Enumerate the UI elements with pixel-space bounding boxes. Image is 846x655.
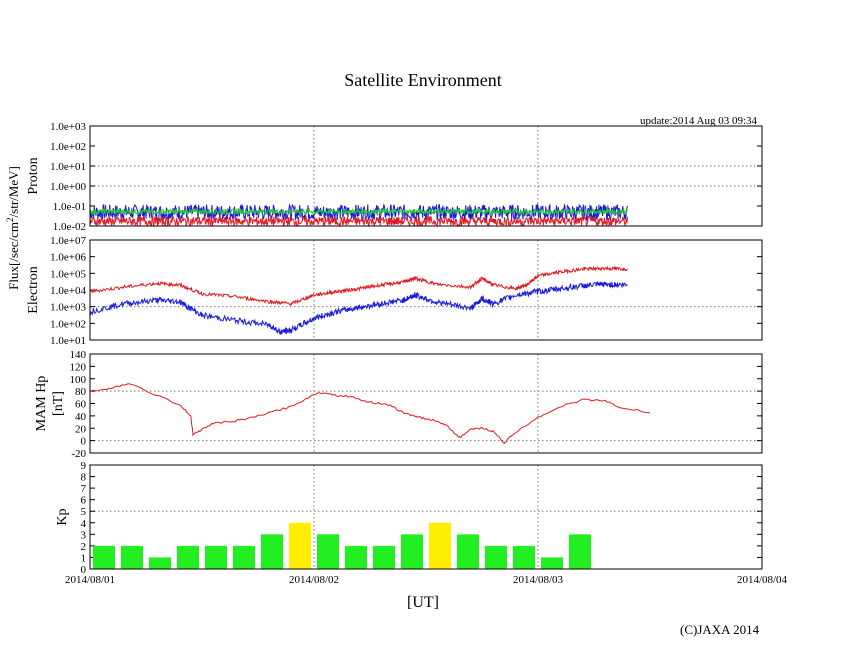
update-timestamp: update:2014 Aug 03 09:34 bbox=[640, 115, 758, 127]
y-tick-label: 9 bbox=[81, 460, 87, 472]
kp-bar bbox=[261, 534, 283, 569]
kp-bar bbox=[513, 545, 535, 569]
y-tick-label: 100 bbox=[70, 374, 87, 386]
y-tick-label: 20 bbox=[75, 423, 87, 435]
y-tick-label: 140 bbox=[70, 349, 87, 361]
series-line-green bbox=[89, 207, 629, 216]
series-line-blue bbox=[89, 280, 628, 335]
panel-frame bbox=[89, 464, 763, 570]
y-tick-label: 1 bbox=[81, 552, 87, 564]
kp-bar bbox=[149, 557, 171, 569]
x-tick-label: 2014/08/01 bbox=[65, 574, 115, 586]
kp-bar bbox=[289, 522, 311, 569]
y-tick-label: 40 bbox=[75, 411, 87, 423]
y-tick-label: 80 bbox=[75, 386, 87, 398]
y-tick-label: 1.0e+07 bbox=[50, 235, 86, 247]
kp-bar bbox=[457, 534, 479, 569]
y-tick-label: 4 bbox=[81, 518, 87, 530]
panel-electron: 1.0e+01 1.0e+02 1.0e+03 1.0e+04 1.0e+05 1.0e+… bbox=[26, 235, 763, 347]
x-tick-label: 2014/08/04 bbox=[737, 574, 788, 586]
kp-bar bbox=[121, 545, 143, 569]
kp-bar bbox=[205, 545, 227, 569]
y-tick-label: 1.0e+04 bbox=[50, 285, 86, 297]
y-axis-label: Kp bbox=[55, 508, 70, 525]
y-tick-label: 0 bbox=[81, 436, 87, 448]
copyright: (C)JAXA 2014 bbox=[680, 622, 760, 637]
series-line-red bbox=[89, 214, 629, 228]
panel-frame bbox=[89, 239, 763, 341]
y-tick-label: 1.0e+02 bbox=[50, 318, 86, 330]
kp-bar bbox=[373, 545, 395, 569]
kp-bar bbox=[93, 545, 115, 569]
x-axis: 2014/08/01 2014/08/02 2014/08/03 2014/08/04 bbox=[65, 574, 788, 586]
x-tick-label: 2014/08/02 bbox=[289, 574, 339, 586]
kp-bar bbox=[429, 522, 451, 569]
flux-axis-label: Flux[/sec/cm2/str/MeV] bbox=[5, 166, 21, 290]
kp-bar bbox=[541, 557, 563, 569]
x-tick-label: 2014/08/03 bbox=[513, 574, 564, 586]
y-tick-label: 8 bbox=[81, 472, 87, 484]
y-tick-label: 1.0e+03 bbox=[50, 302, 86, 314]
y-tick-label: 7 bbox=[81, 483, 87, 495]
kp-bar bbox=[401, 534, 423, 569]
y-tick-label: 5 bbox=[81, 506, 87, 518]
y-tick-label: 1.0e-02 bbox=[53, 221, 86, 233]
kp-bar bbox=[233, 545, 255, 569]
panel-proton: 1.0e-02 1.0e-01 1.0e+00 1.0e+01 1.0e+02 1.0e+… bbox=[26, 121, 763, 233]
kp-bar bbox=[177, 545, 199, 569]
y-tick-label: 1.0e+06 bbox=[50, 252, 86, 264]
y-tick-label: 1.0e+01 bbox=[50, 161, 86, 173]
y-tick-label: 1.0e+03 bbox=[50, 121, 86, 133]
y-axis-label: Electron bbox=[26, 266, 41, 313]
y-axis-label: [nT] bbox=[51, 391, 66, 416]
y-tick-label: 1.0e+05 bbox=[50, 268, 86, 280]
series-line-red bbox=[89, 265, 628, 307]
y-tick-label: 3 bbox=[81, 529, 87, 541]
panel-frame bbox=[89, 353, 763, 454]
y-axis-label: MAM Hp bbox=[34, 376, 49, 432]
y-tick-label: 120 bbox=[70, 361, 87, 373]
y-tick-label: 60 bbox=[75, 399, 87, 411]
y-axis-label: Proton bbox=[26, 157, 41, 194]
y-tick-label: 1.0e+02 bbox=[50, 141, 86, 153]
panel-frame bbox=[89, 125, 763, 227]
y-tick-label: -20 bbox=[71, 448, 86, 460]
y-tick-label: 0 bbox=[81, 564, 87, 576]
kp-bar bbox=[485, 545, 507, 569]
y-tick-label: 1.0e+01 bbox=[50, 335, 86, 347]
x-axis-label: [UT] bbox=[407, 594, 439, 611]
kp-bar bbox=[345, 545, 367, 569]
y-tick-label: 2 bbox=[81, 541, 87, 553]
y-tick-label: 6 bbox=[81, 495, 87, 507]
y-tick-label: 1.0e+00 bbox=[50, 181, 86, 193]
kp-bar bbox=[569, 534, 591, 569]
series-line-red bbox=[89, 383, 651, 445]
page-title: Satellite Environment bbox=[344, 70, 502, 90]
y-tick-label: 1.0e-01 bbox=[53, 201, 86, 213]
kp-bar bbox=[317, 534, 339, 569]
